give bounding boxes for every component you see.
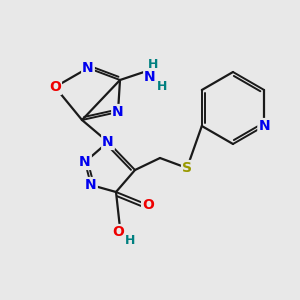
Text: O: O	[49, 80, 61, 94]
Text: H: H	[157, 80, 167, 92]
Text: O: O	[142, 198, 154, 212]
Text: H: H	[148, 58, 158, 71]
Text: N: N	[82, 61, 94, 75]
Text: S: S	[182, 161, 192, 175]
Text: N: N	[144, 70, 156, 84]
Text: N: N	[102, 135, 114, 149]
Text: N: N	[258, 119, 270, 133]
Text: N: N	[85, 178, 97, 192]
Text: N: N	[79, 155, 91, 169]
Text: N: N	[112, 105, 124, 119]
Text: O: O	[112, 225, 124, 239]
Text: H: H	[125, 233, 135, 247]
